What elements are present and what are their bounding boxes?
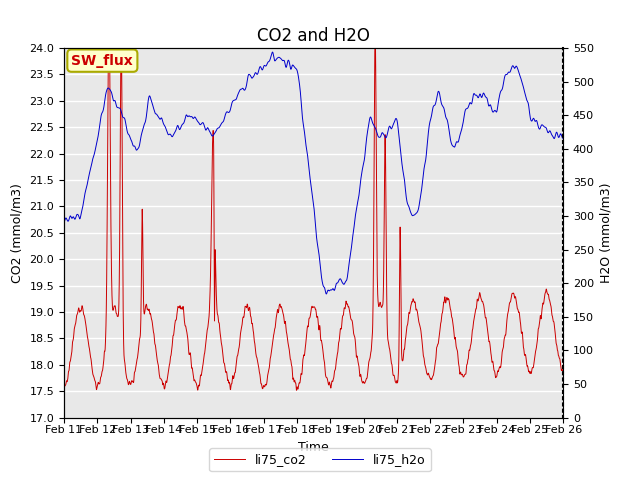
Legend: li75_co2, li75_h2o: li75_co2, li75_h2o xyxy=(209,448,431,471)
li75_co2 xyxy=(398,350,406,356)
li75_h2o xyxy=(295,75,303,81)
li75_h2o xyxy=(454,139,461,145)
li75_h2o xyxy=(323,291,330,297)
li75_h2o xyxy=(60,219,68,225)
li75_h2o xyxy=(398,158,406,164)
li75_h2o xyxy=(150,106,157,111)
Y-axis label: CO2 (mmol/m3): CO2 (mmol/m3) xyxy=(11,183,24,283)
li75_co2 xyxy=(150,330,157,336)
li75_co2 xyxy=(104,45,112,51)
li75_co2 xyxy=(426,374,433,380)
li75_co2 xyxy=(60,381,68,387)
Title: CO2 and H2O: CO2 and H2O xyxy=(257,27,370,45)
li75_co2 xyxy=(559,368,566,373)
li75_h2o xyxy=(559,135,566,141)
Line: li75_co2: li75_co2 xyxy=(64,48,563,390)
Y-axis label: H2O (mmol/m3): H2O (mmol/m3) xyxy=(600,182,612,283)
li75_co2 xyxy=(292,387,300,393)
Line: li75_h2o: li75_h2o xyxy=(64,52,563,294)
li75_h2o xyxy=(426,123,433,129)
li75_co2 xyxy=(454,349,461,355)
li75_h2o xyxy=(269,49,276,55)
li75_h2o xyxy=(559,136,567,142)
Text: SW_flux: SW_flux xyxy=(72,54,133,68)
li75_co2 xyxy=(295,382,303,387)
X-axis label: Time: Time xyxy=(298,441,329,454)
li75_co2 xyxy=(559,366,567,372)
